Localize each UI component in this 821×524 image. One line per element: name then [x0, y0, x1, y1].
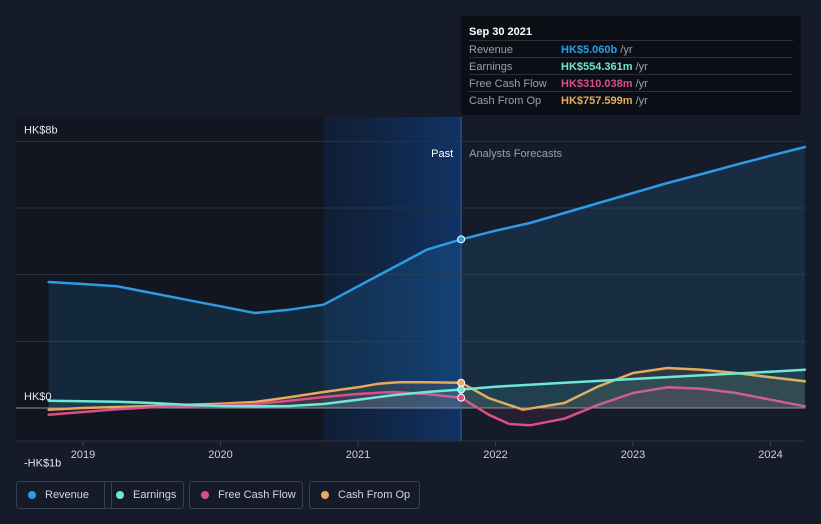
x-tick-label: 2023	[621, 449, 645, 461]
y-axis-labels: HK$8b HK$0 -HK$1b	[24, 124, 61, 469]
x-tick-label: 2019	[71, 449, 95, 461]
past-label: Past	[431, 148, 453, 160]
tooltip-row-earnings: Earnings HK$554.361m/yr	[469, 57, 793, 75]
x-tick-label: 2021	[346, 449, 370, 461]
x-tick-label: 2020	[208, 449, 232, 461]
legend-item-cash-from-op[interactable]: Cash From Op	[309, 481, 420, 509]
earnings-point	[457, 385, 466, 394]
tooltip-label: Revenue	[469, 44, 514, 56]
revenue-point	[457, 235, 466, 244]
tooltip-label: Earnings	[469, 61, 513, 73]
legend-item-free-cash-flow[interactable]: Free Cash Flow	[189, 481, 303, 509]
cash-from-op-point	[457, 378, 466, 387]
highlight-markers	[457, 235, 466, 402]
y-axis-label: HK$0	[24, 391, 52, 403]
y-axis-label: HK$8b	[24, 124, 58, 136]
tooltip-row-cash-from-op: Cash From Op HK$757.599m/yr	[469, 91, 793, 109]
legend-label: Revenue	[45, 489, 90, 501]
legend-dot-icon	[28, 491, 36, 499]
legend-item-revenue[interactable]: Revenue	[16, 481, 112, 509]
earnings-line	[47, 368, 807, 408]
free-cash-flow-point	[457, 393, 466, 402]
y-axis-label: -HK$1b	[24, 457, 61, 469]
revenue-line	[47, 145, 807, 315]
legend-dot-icon	[201, 491, 209, 499]
tooltip-label: Free Cash Flow	[469, 78, 547, 90]
tooltip-value: HK$757.599m/yr	[561, 95, 648, 107]
free-cash-flow-area	[48, 387, 805, 426]
tooltip-date: Sep 30 2021	[469, 26, 532, 38]
tooltip-value: HK$310.038m/yr	[561, 78, 648, 90]
legend-label: Free Cash Flow	[218, 489, 296, 501]
legend-item-earnings[interactable]: Earnings	[104, 481, 184, 509]
tooltip-label: Cash From Op	[469, 95, 542, 107]
tooltip-value: HK$554.361m/yr	[561, 61, 648, 73]
legend-dot-icon	[116, 491, 124, 499]
free-cash-flow-line	[47, 386, 807, 427]
series-layer	[47, 145, 807, 427]
tooltip: Sep 30 2021 Revenue HK$5.060b/yr Earning…	[461, 16, 801, 115]
legend-dot-icon	[321, 491, 329, 499]
tooltip-value: HK$5.060b/yr	[561, 44, 633, 56]
revenue-area	[48, 147, 805, 408]
legend-label: Cash From Op	[338, 489, 411, 501]
forecast-label: Analysts Forecasts	[469, 148, 562, 160]
legend-label: Earnings	[133, 489, 177, 501]
earnings-area	[48, 369, 805, 408]
tooltip-row-revenue: Revenue HK$5.060b/yr	[469, 40, 793, 58]
x-tick-label: 2022	[483, 449, 507, 461]
tooltip-row-free-cash-flow: Free Cash Flow HK$310.038m/yr	[469, 74, 793, 92]
x-axis-ticks: 2019 2020 2021 2022 2023 2024	[71, 441, 783, 461]
past-period-band	[323, 117, 462, 441]
x-tick-label: 2024	[758, 449, 782, 461]
